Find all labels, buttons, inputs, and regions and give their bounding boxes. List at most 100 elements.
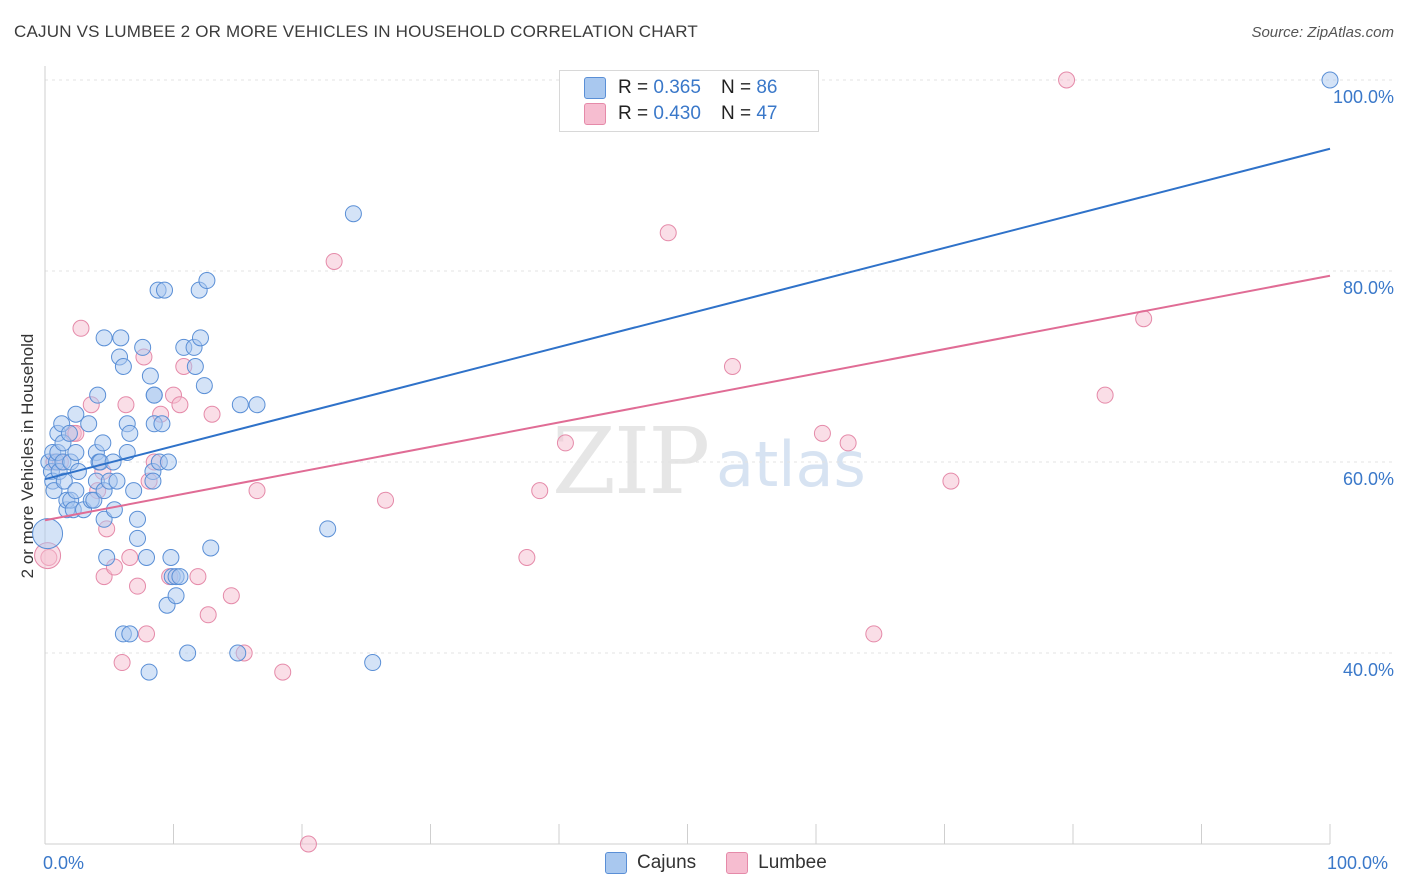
r-value-cajuns: 0.365	[653, 77, 701, 98]
lumbee-point-23	[171, 396, 189, 414]
lumbee-point-44	[1058, 71, 1076, 89]
r-value-lumbee: 0.430	[653, 103, 701, 124]
lumbee-point-27	[203, 405, 221, 423]
cajun-point-24	[80, 415, 98, 433]
axes	[44, 66, 1331, 845]
lumbee-point-30	[248, 482, 266, 500]
cajuns-legend-label: Cajuns	[637, 852, 697, 873]
lumbee-point-31	[274, 663, 292, 681]
r-label: R =	[618, 77, 649, 98]
cajun-point-85	[344, 205, 362, 223]
legend-row-cajuns: R = 0.365 N = 86	[584, 76, 777, 100]
r-label: R =	[618, 103, 649, 124]
cajun-point-79	[198, 272, 216, 290]
cajun-point-50	[129, 510, 147, 528]
cajun-point-53	[138, 549, 156, 566]
cajun-point-73	[179, 644, 197, 662]
chart-title: CAJUN VS LUMBEE 2 OR MORE VEHICLES IN HO…	[14, 22, 698, 41]
lumbee-swatch	[584, 103, 606, 125]
cajun-points	[32, 71, 1339, 681]
legend-row-lumbee: R = 0.430 N = 47	[584, 102, 777, 126]
lumbee-point-28	[222, 587, 240, 605]
lumbee-point-38	[659, 224, 677, 242]
lumbee-point-5	[72, 319, 90, 337]
cajun-point-55	[141, 367, 159, 385]
lumbee-point-40	[813, 424, 831, 442]
lumbee-point-34	[377, 491, 395, 509]
correlation-legend: R = 0.365 N = 86 R = 0.430 N = 47	[559, 70, 819, 132]
cajun-point-60	[145, 386, 163, 404]
lumbee-point-36	[531, 482, 549, 500]
cajuns-legend-swatch	[605, 852, 627, 874]
cajun-point-80	[202, 539, 220, 557]
cajun-point-57	[144, 472, 162, 490]
cajun-point-40	[108, 472, 126, 490]
lumbee-legend-label: Lumbee	[758, 852, 827, 873]
gridlines	[45, 79, 1392, 654]
lumbee-point-12	[113, 654, 131, 672]
cajun-point-78	[195, 377, 213, 395]
trend-lines	[44, 147, 1331, 522]
lumbee-point-41	[839, 434, 857, 452]
x-tick-label-100: 100.0%	[1327, 853, 1389, 873]
cajun-trend-line	[44, 147, 1331, 481]
cajun-point-84	[319, 520, 337, 538]
cajun-point-64	[156, 281, 174, 299]
cajun-point-39	[105, 501, 123, 519]
cajun-point-20	[67, 405, 85, 423]
x-tick-label-0: 0.0%	[43, 853, 85, 873]
lumbee-point-32	[299, 835, 317, 853]
n-value-cajuns: 86	[756, 77, 778, 98]
cajun-point-71	[171, 568, 189, 586]
cajun-point-81	[229, 644, 247, 662]
cajun-point-54	[140, 663, 158, 681]
series-legend: Cajuns Lumbee	[605, 852, 827, 874]
cajun-point-36	[98, 549, 116, 566]
cajun-point-86	[364, 654, 382, 672]
cajun-point-42	[112, 329, 130, 347]
cajun-point-43	[114, 358, 132, 375]
lumbee-legend-swatch	[726, 852, 749, 874]
cajun-point-63	[153, 415, 171, 433]
cajun-point-52	[134, 338, 152, 356]
cajun-point-77	[191, 329, 209, 347]
lumbee-point-15	[129, 577, 147, 595]
n-label: N =	[720, 103, 752, 124]
y-tick-label-100: 100.0%	[1332, 87, 1394, 107]
lumbee-point-39	[723, 358, 741, 375]
cajun-point-large	[32, 518, 64, 550]
lumbee-point-37	[556, 434, 574, 452]
cajun-point-51	[129, 529, 147, 547]
cajun-point-49	[125, 482, 143, 500]
lumbee-point-26	[199, 606, 217, 624]
cajun-point-69	[167, 587, 185, 605]
lumbee-point-33	[325, 252, 343, 270]
lumbee-point-35	[518, 549, 536, 566]
source-label: Source: ZipAtlas.com	[1251, 24, 1394, 41]
cajun-point-48	[121, 424, 139, 442]
cajun-point-66	[159, 453, 177, 471]
cajun-point-67	[162, 549, 180, 566]
cajun-point-29	[89, 386, 107, 404]
y-tick-label-80: 80.0%	[1342, 278, 1394, 298]
cajun-point-75	[186, 358, 204, 375]
cajun-point-82	[231, 396, 249, 414]
cajun-point-21	[67, 482, 85, 500]
n-value-lumbee: 47	[756, 103, 778, 124]
cajun-point-87	[1321, 71, 1339, 89]
cajun-point-47	[121, 625, 139, 643]
cajun-point-35	[95, 329, 113, 347]
lumbee-point-13	[117, 396, 135, 414]
n-label: N =	[720, 77, 752, 98]
lumbee-point-42	[865, 625, 883, 643]
y-tick-label-60: 60.0%	[1342, 469, 1394, 489]
y-tick-label-40: 40.0%	[1342, 660, 1394, 680]
lumbee-point-43	[942, 472, 960, 490]
lumbee-point-25	[189, 568, 207, 586]
cajun-point-15	[60, 424, 78, 442]
lumbee-point-45	[1096, 386, 1114, 404]
cajun-swatch	[584, 77, 606, 99]
cajun-point-19	[67, 443, 85, 461]
cajun-point-83	[248, 396, 266, 414]
